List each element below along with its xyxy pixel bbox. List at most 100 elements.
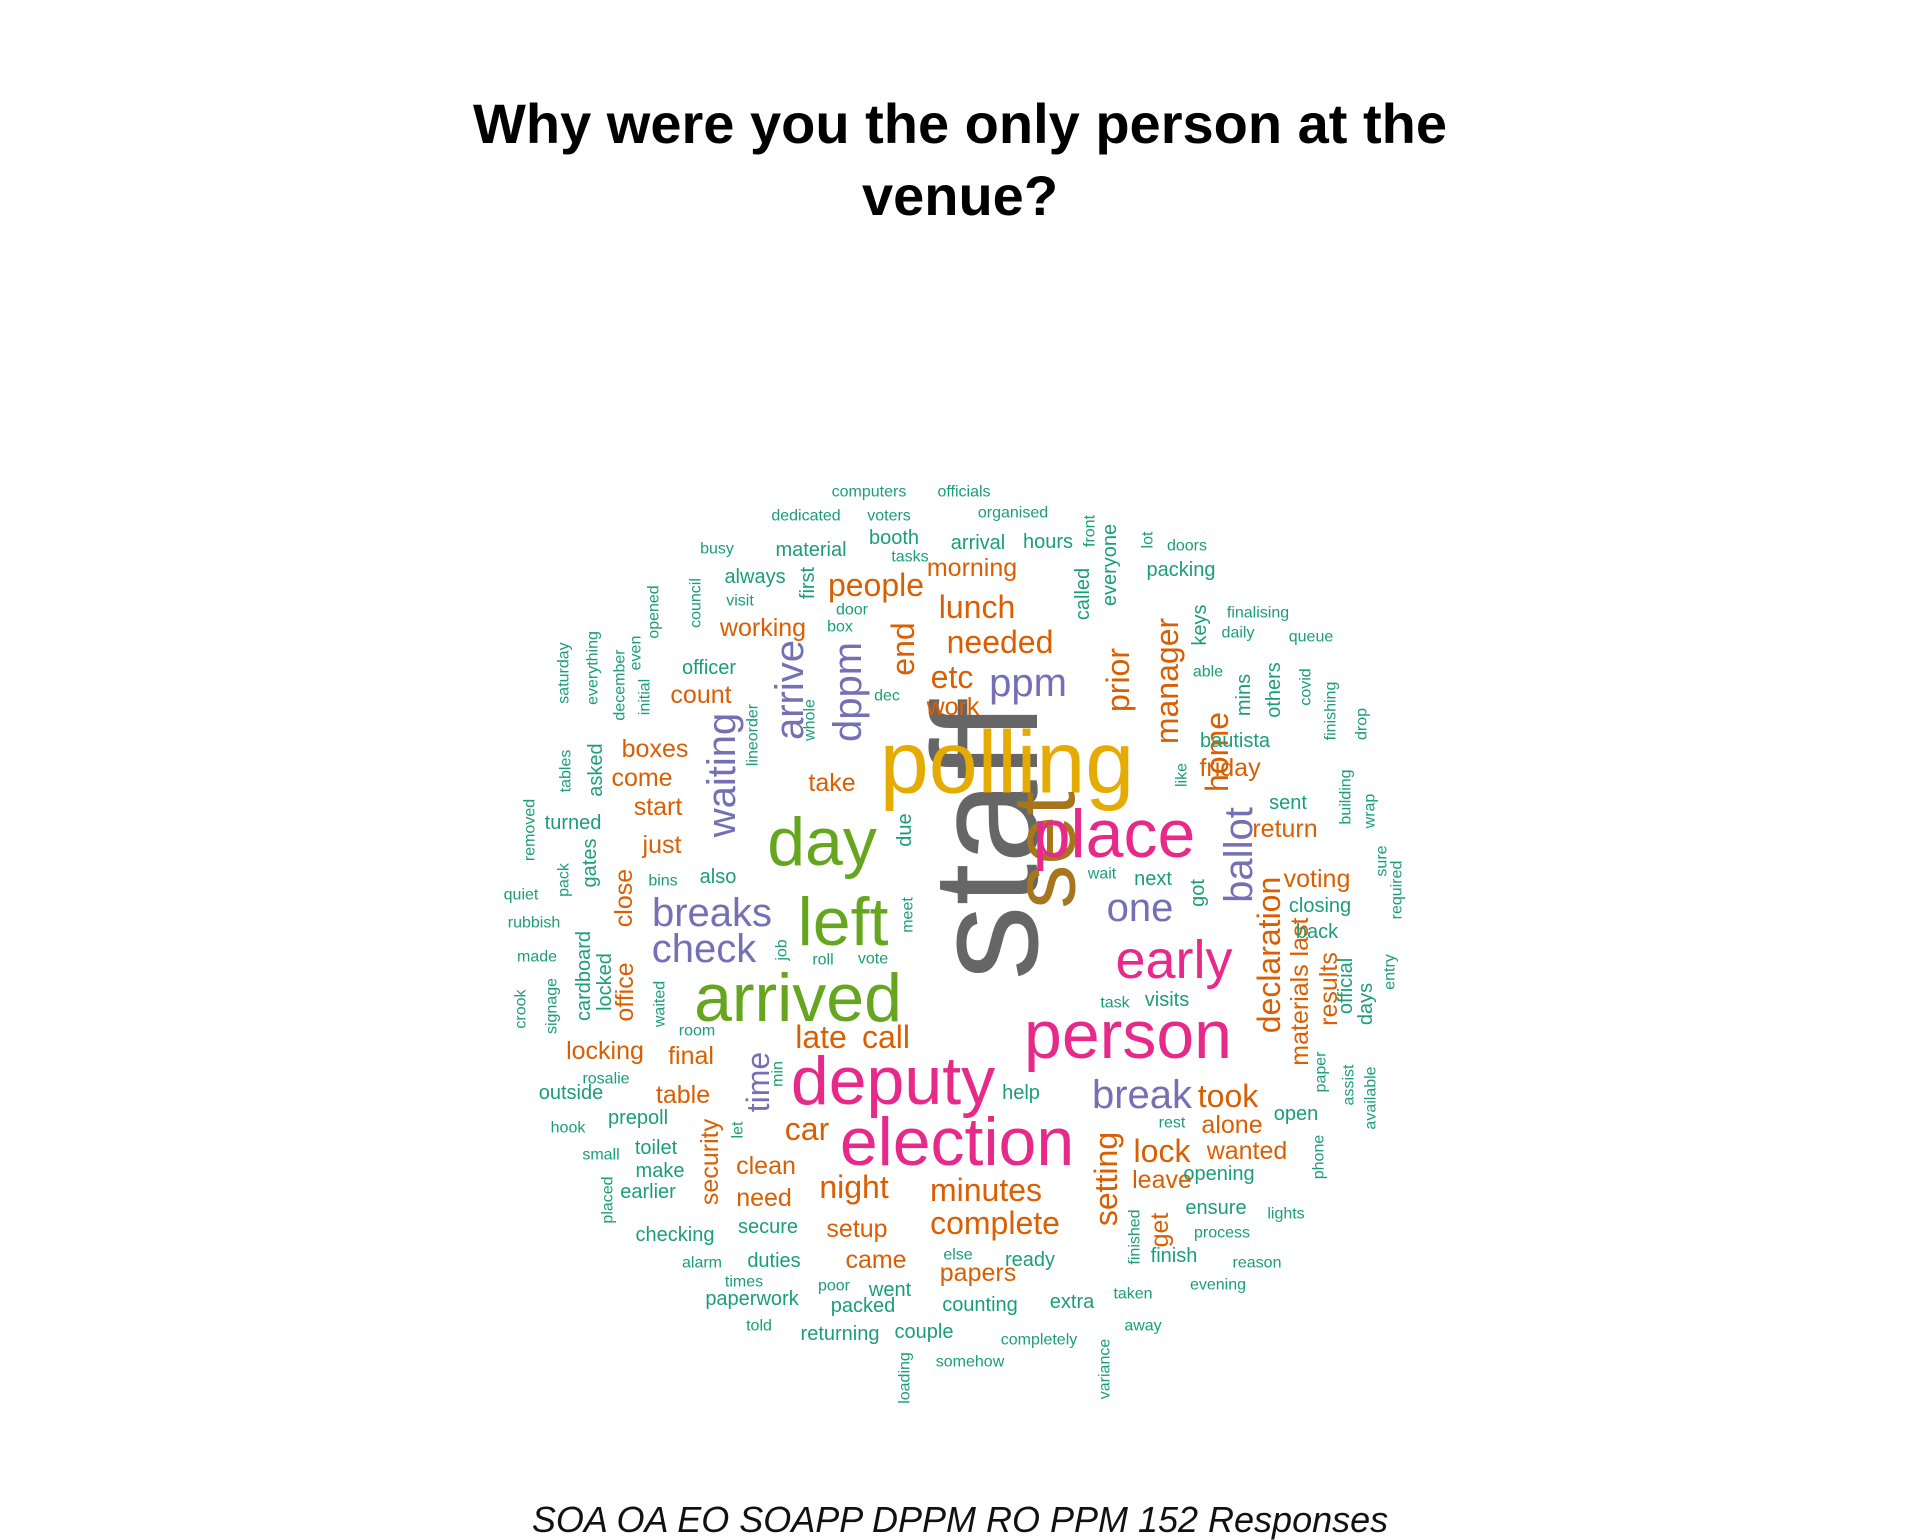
word-opened: opened [646,585,663,638]
word-ensure: ensure [1185,1197,1246,1219]
word-couple: couple [895,1321,954,1343]
word-lineorder: lineorder [745,703,762,766]
word-counting: counting [942,1294,1018,1316]
word-roll: roll [812,952,833,969]
word-rest: rest [1159,1115,1186,1132]
word-security: security [696,1118,724,1205]
word-morning: morning [927,554,1017,582]
word-dedicated: dedicated [771,508,840,525]
word-evening: evening [1190,1277,1246,1294]
word-first: first [797,566,819,599]
word-just: just [642,831,682,859]
word-cardboard: cardboard [573,931,595,1021]
word-set: set [995,791,1094,908]
word-paper: paper [1313,1051,1330,1093]
word-staff: staff [901,699,1069,980]
word-finish: finish [1151,1245,1198,1267]
word-bins: bins [648,873,677,890]
word-booth: booth [869,527,919,549]
chart-caption: SOA OA EO SOAPP DPPM RO PPM 152 Response… [531,1499,1389,1540]
word-official: official [1335,958,1357,1014]
word-pack: pack [556,862,573,897]
word-toilet: toilet [635,1137,678,1159]
word-daily: daily [1222,625,1255,642]
word-building: building [1338,769,1355,824]
word-results: results [1315,952,1343,1026]
word-process: process [1194,1225,1250,1242]
word-needed: needed [947,624,1054,660]
word-visit: visit [726,593,754,610]
word-turned: turned [545,812,602,834]
word-made: made [517,949,557,966]
word-loading: loading [897,1352,914,1404]
word-arrived: arrived [694,960,902,1036]
word-went: went [868,1279,912,1301]
word-available: available [1363,1066,1380,1129]
word-gates: gates [579,839,601,888]
word-keys: keys [1189,604,1211,645]
word-minutes: minutes [930,1172,1042,1208]
word-finished: finished [1127,1209,1144,1264]
word-quiet: quiet [504,887,539,904]
word-box: box [827,619,853,636]
word-voting: voting [1284,865,1351,893]
word-drop: drop [1354,708,1371,740]
word-meet: meet [900,897,917,933]
word-alarm: alarm [682,1255,722,1272]
word-officer: officer [682,657,736,679]
word-papers: papers [940,1259,1016,1287]
word-wrap: wrap [1362,794,1379,830]
word-dec: dec [874,688,900,705]
word-locking: locking [566,1037,644,1065]
word-asked: asked [585,743,607,796]
word-rubbish: rubbish [508,915,560,932]
word-queue: queue [1289,629,1334,646]
word-covid: covid [1298,668,1315,705]
word-like: like [1174,763,1191,787]
word-working: working [719,614,806,642]
word-let: let [730,1121,747,1138]
word-help: help [1002,1082,1040,1104]
word-late: late [795,1019,847,1055]
word-rosalie: rosalie [582,1071,629,1088]
word-duties: duties [747,1250,800,1272]
word-friday: friday [1199,754,1261,782]
word-come: come [611,764,672,792]
word-people: people [828,567,924,603]
word-computers: computers [832,484,907,501]
word-break: break [1092,1073,1193,1117]
word-get: get [1146,1213,1174,1248]
word-took: took [1198,1078,1259,1114]
word-start: start [634,793,683,821]
word-ready: ready [1005,1249,1055,1271]
word-day: day [767,804,877,880]
word-call: call [862,1019,910,1055]
word-doors: doors [1167,538,1207,555]
word-vote: vote [858,951,888,968]
word-sure: sure [1374,845,1391,876]
word-packed: packed [831,1295,896,1317]
word-council: council [688,578,705,628]
word-bautista: bautista [1200,730,1271,752]
word-packing: packing [1147,559,1216,581]
word-organised: organised [978,505,1048,522]
word-assist: assist [1341,1064,1358,1105]
word-earlier: earlier [620,1181,676,1203]
word-voters: voters [867,508,911,525]
word-work: work [926,693,980,721]
word-came: came [845,1246,906,1274]
word-entry: entry [1382,954,1399,990]
word-office: office [611,962,639,1021]
word-one: one [1107,886,1174,930]
word-everyone: everyone [1099,524,1121,606]
word-told: told [746,1318,772,1335]
word-need: need [736,1184,792,1212]
word-due: due [894,813,916,846]
word-called: called [1072,568,1094,620]
word-time: time [740,1052,776,1112]
word-finishing: finishing [1323,682,1340,741]
word-always: always [724,566,785,588]
word-job: job [774,939,791,961]
word-prepoll: prepoll [608,1107,668,1129]
